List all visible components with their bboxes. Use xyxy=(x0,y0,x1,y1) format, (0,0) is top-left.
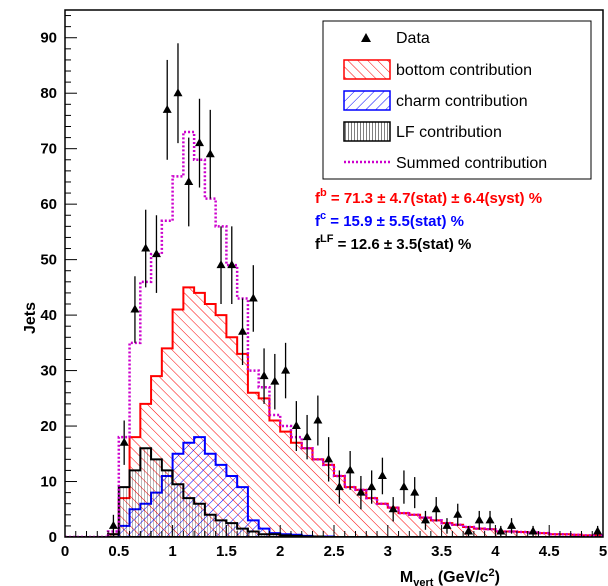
fit-result-bottom: fb = 71.3 ± 4.7(stat) ± 6.4(syst) % xyxy=(315,187,542,207)
axis-ticks xyxy=(64,15,604,538)
data-point xyxy=(259,348,269,404)
data-point xyxy=(119,420,129,465)
data-point xyxy=(410,477,420,509)
legend-entry-data: Data xyxy=(361,30,430,47)
data-point xyxy=(367,470,377,504)
data-point xyxy=(108,514,118,537)
data-point xyxy=(205,109,215,199)
data-point xyxy=(141,209,151,288)
data-point xyxy=(302,414,312,460)
legend-swatch-lf xyxy=(343,121,391,142)
data-point xyxy=(324,437,334,482)
legend-label-charm: charm contribution xyxy=(396,93,528,110)
y-tick-label: 50 xyxy=(40,252,57,269)
x-tick-label: 2.5 xyxy=(324,543,345,560)
data-point xyxy=(507,518,517,534)
data-point xyxy=(377,457,387,495)
data-point xyxy=(248,265,258,332)
x-tick-label: 0.5 xyxy=(108,543,129,560)
data-point xyxy=(270,353,280,410)
data-point xyxy=(388,497,398,522)
y-tick-label: 60 xyxy=(40,196,57,213)
y-tick-label: 20 xyxy=(40,418,57,435)
x-tick-label: 5 xyxy=(599,543,607,560)
x-tick-label: 1.5 xyxy=(216,543,237,560)
data-point xyxy=(227,226,237,305)
data-point xyxy=(593,525,603,537)
x-tick-label: 3.5 xyxy=(431,543,452,560)
data-point xyxy=(291,401,301,452)
data-point xyxy=(216,226,226,305)
legend: Data bottom contribution charm contribut… xyxy=(322,20,592,180)
x-tick-label: 0 xyxy=(61,543,69,560)
data-point xyxy=(184,137,194,227)
x-tick-label: 4 xyxy=(491,543,500,560)
data-point xyxy=(442,518,452,534)
data-point xyxy=(345,451,355,490)
legend-entry-charm: charm contribution xyxy=(343,90,528,111)
data-point xyxy=(420,510,430,530)
y-tick-label: 70 xyxy=(40,141,57,158)
data-point xyxy=(334,470,344,504)
data-point xyxy=(195,98,204,188)
legend-label-data: Data xyxy=(396,30,430,47)
data-point xyxy=(173,43,183,144)
data-point xyxy=(399,470,409,504)
fit-results: fb = 71.3 ± 4.7(stat) ± 6.4(syst) % fc =… xyxy=(315,187,542,253)
data-points xyxy=(68,43,603,538)
data-point xyxy=(313,395,323,446)
legend-swatch-bottom xyxy=(343,59,391,80)
y-tick-label: 0 xyxy=(49,529,57,546)
data-point xyxy=(162,59,172,160)
y-axis-label: Jets xyxy=(22,302,39,334)
data-point xyxy=(528,525,538,537)
data-point xyxy=(496,525,506,537)
y-tick-label: 80 xyxy=(40,85,57,102)
legend-entry-bottom: bottom contribution xyxy=(343,59,532,80)
x-axis-label: Mvert (GeV/c2) xyxy=(400,567,500,586)
legend-label-sum: Summed contribution xyxy=(396,155,547,172)
legend-label-bottom: bottom contribution xyxy=(396,62,532,79)
data-point xyxy=(238,298,248,366)
histogram-lf xyxy=(65,447,603,537)
data-point xyxy=(151,215,161,293)
data-point xyxy=(464,525,473,537)
data-point xyxy=(431,497,441,522)
x-tick-label: 4.5 xyxy=(539,543,560,560)
legend-swatch-charm xyxy=(343,90,391,111)
legend-marker-triangle xyxy=(361,33,371,42)
fit-result-charm: fc = 15.9 ± 5.5(stat) % xyxy=(315,210,464,230)
y-tick-label: 90 xyxy=(40,30,57,47)
data-point xyxy=(130,276,140,343)
x-tick-label: 1 xyxy=(168,543,176,560)
y-tick-label: 40 xyxy=(40,307,57,324)
legend-label-lf: LF contribution xyxy=(396,124,502,141)
data-point xyxy=(281,342,291,399)
legend-entry-sum: Summed contribution xyxy=(344,155,547,172)
x-tick-label: 3 xyxy=(384,543,392,560)
fit-result-lf: fLF = 12.6 ± 3.5(stat) % xyxy=(315,233,471,253)
data-point xyxy=(485,510,495,530)
data-point xyxy=(356,475,366,510)
x-tick-label: 2 xyxy=(276,543,284,560)
histograms xyxy=(65,130,603,537)
legend-entry-lf: LF contribution xyxy=(343,121,502,142)
data-point xyxy=(474,510,484,530)
y-tick-label: 10 xyxy=(40,474,57,491)
data-point xyxy=(453,503,463,526)
y-tick-label: 30 xyxy=(40,363,57,380)
